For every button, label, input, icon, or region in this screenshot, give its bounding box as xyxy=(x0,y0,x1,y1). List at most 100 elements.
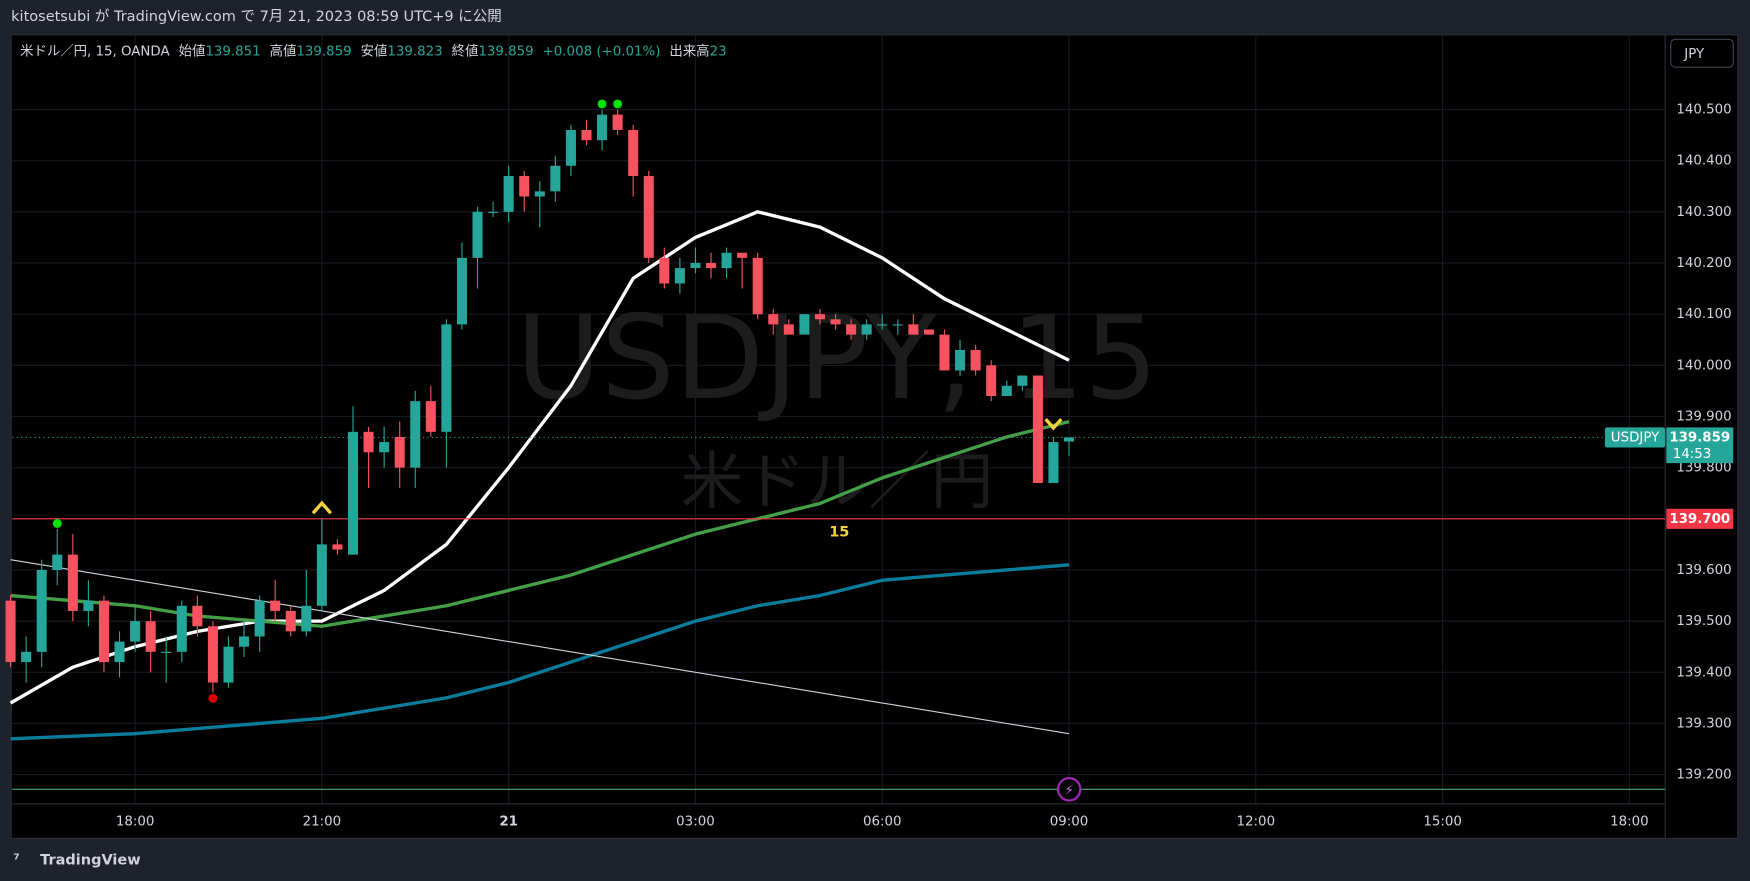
price-tag xyxy=(1666,427,1734,464)
candle-body xyxy=(254,600,265,637)
candle-body xyxy=(130,621,141,642)
candle-body xyxy=(581,129,592,141)
candle-body xyxy=(643,176,654,258)
legend-label: 出来高 xyxy=(669,43,709,60)
symbol-tag-label: USDJPY xyxy=(1611,430,1660,445)
event-icon[interactable] xyxy=(1056,776,1082,802)
candle-body xyxy=(1048,442,1059,483)
y-tick-label: 139.500 xyxy=(1676,614,1731,629)
candle-body xyxy=(986,365,997,397)
candle-body xyxy=(612,114,623,130)
price-tag-label: 139.859 xyxy=(1669,430,1730,445)
candle-body xyxy=(908,324,919,335)
currency-button[interactable] xyxy=(1670,38,1734,68)
x-tick-label: 09:00 xyxy=(1050,815,1089,830)
indicator-line xyxy=(10,559,1070,735)
candle-body xyxy=(67,554,78,611)
candle-body xyxy=(83,600,94,611)
candle-body xyxy=(503,176,514,212)
y-tick-label: 139.200 xyxy=(1676,768,1731,783)
candle-body xyxy=(519,176,530,197)
signal-dot xyxy=(208,693,218,703)
candle-body xyxy=(955,349,966,371)
candle-body xyxy=(363,431,374,453)
candle-body xyxy=(721,252,732,269)
candle-body xyxy=(192,605,203,627)
candle-body xyxy=(456,257,467,325)
signal-arrow xyxy=(311,500,333,515)
candle-body xyxy=(877,324,888,326)
candle-body xyxy=(752,257,763,315)
y-tick-label: 139.900 xyxy=(1676,409,1731,424)
x-tick-label: 03:00 xyxy=(676,815,715,830)
candle-body xyxy=(347,431,359,555)
legend-label: 高値 xyxy=(270,43,297,60)
y-tick-label: 140.000 xyxy=(1676,358,1731,373)
candle-body xyxy=(5,600,16,663)
event-bolt: ⚡ xyxy=(1064,783,1073,798)
x-tick-label: 21:00 xyxy=(303,815,342,830)
candle-body xyxy=(239,636,250,647)
x-tick-label: 12:00 xyxy=(1237,815,1276,830)
candle-body xyxy=(861,324,872,335)
candle-body xyxy=(410,401,421,468)
candle-body xyxy=(659,257,670,284)
candle-body xyxy=(176,605,187,652)
candle-body xyxy=(674,268,685,284)
signal-dot xyxy=(52,518,62,528)
candle-body xyxy=(550,165,561,192)
candle-body xyxy=(1032,375,1043,483)
x-tick-label: 06:00 xyxy=(863,815,902,830)
candle-body xyxy=(939,334,950,371)
legend-value: 139.859 xyxy=(478,45,533,60)
candle-body xyxy=(705,262,717,269)
candle-body xyxy=(970,349,981,371)
candle-body xyxy=(783,324,794,335)
legend-value: 139.823 xyxy=(387,45,442,60)
candle-body xyxy=(21,651,32,663)
published-header: kitosetsubi が TradingView.com で 7月 21, 2… xyxy=(11,8,502,25)
x-tick-label: 21 xyxy=(499,815,518,830)
signal-dot xyxy=(613,99,623,109)
price-tag xyxy=(1666,508,1734,529)
candle-body xyxy=(737,252,748,258)
legend-value: 139.851 xyxy=(205,45,260,60)
countdown-label: 14:53 xyxy=(1673,447,1712,462)
candle-body xyxy=(1001,385,1012,397)
candle-body xyxy=(207,626,218,683)
y-tick-label: 139.400 xyxy=(1676,665,1731,680)
candle-body xyxy=(1063,437,1075,442)
symbol-tag xyxy=(1604,427,1666,448)
candle-body xyxy=(799,314,810,335)
x-tick-label: 18:00 xyxy=(1610,815,1649,830)
legend-label: 始値 xyxy=(179,44,206,60)
price-tag-label: 139.700 xyxy=(1669,512,1730,527)
candle-body xyxy=(488,211,499,213)
interval-label: 15 xyxy=(829,525,849,541)
candle-body xyxy=(161,651,172,653)
candle-body xyxy=(565,129,576,166)
candle-body xyxy=(425,401,436,432)
candle-body xyxy=(98,600,109,663)
candle-body xyxy=(379,442,390,453)
x-tick-label: 18:00 xyxy=(116,815,155,830)
y-tick-label: 140.300 xyxy=(1676,205,1731,220)
legend: 米ドル／円, 15, OANDA 始値139.851 高値139.859 安値139.… xyxy=(20,43,727,60)
candle-body xyxy=(892,324,903,326)
watermark: USDJPY, 15 xyxy=(516,291,1158,426)
footer-logo: ⁷ xyxy=(13,853,19,869)
legend-change: +0.008 (+0.01%) xyxy=(543,45,661,60)
currency-label: JPY xyxy=(1683,47,1705,62)
candle-body xyxy=(114,641,125,663)
candle-body xyxy=(223,646,234,683)
candle-body xyxy=(1017,375,1028,386)
indicator-line xyxy=(10,563,1070,741)
indicator-line xyxy=(10,419,1070,628)
chart-frame xyxy=(10,34,1739,839)
legend-value: 23 xyxy=(710,45,727,60)
candle-body xyxy=(768,314,779,325)
candle-body xyxy=(145,621,156,652)
candle-body xyxy=(628,129,639,177)
candle-body xyxy=(846,324,857,335)
